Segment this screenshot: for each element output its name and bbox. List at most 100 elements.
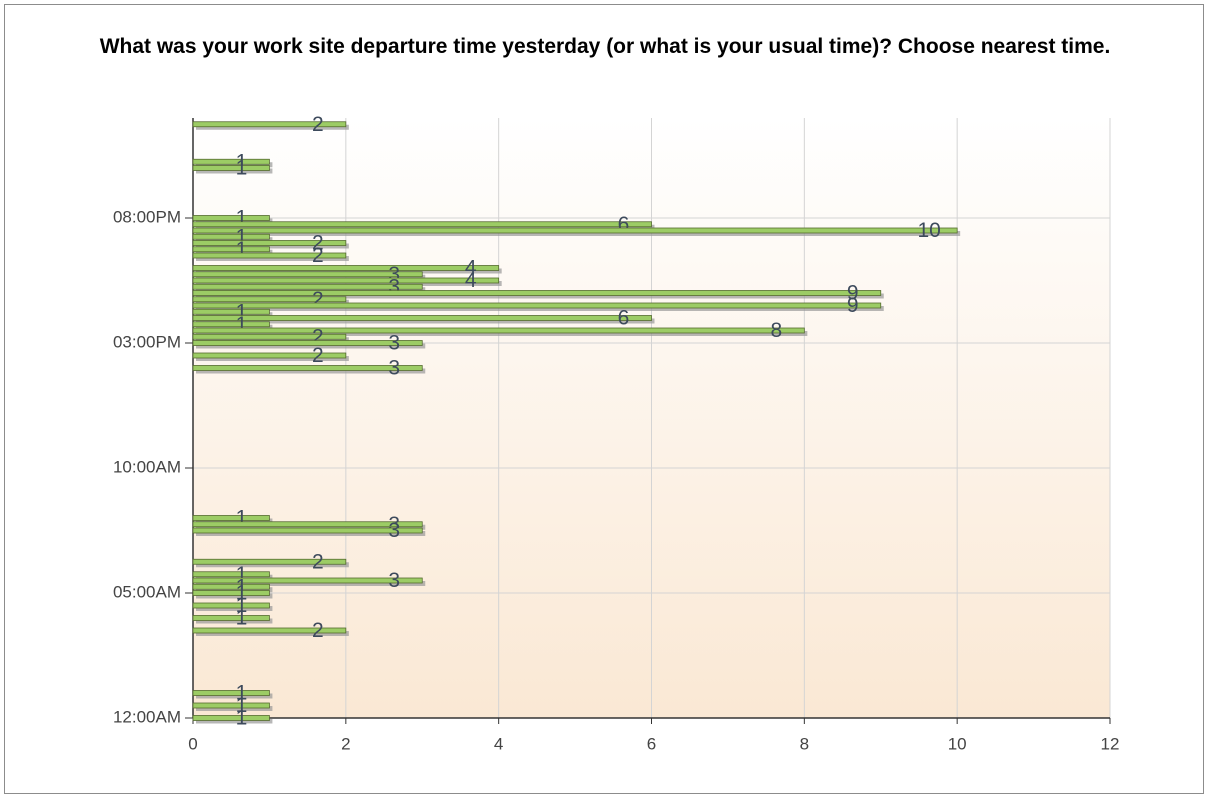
bar — [192, 296, 347, 303]
bar-shadow — [196, 324, 273, 330]
value-label: 2 — [312, 619, 324, 642]
value-label: 3 — [388, 519, 400, 542]
bar — [192, 158, 270, 165]
bar — [192, 627, 347, 634]
bar — [192, 590, 270, 596]
bar — [192, 277, 500, 284]
bar — [192, 615, 270, 621]
value-label: 4 — [465, 257, 477, 280]
value-label: 6 — [618, 213, 630, 236]
bar-shadow — [196, 331, 808, 336]
value-label: 10 — [917, 219, 940, 242]
bar — [192, 577, 423, 584]
bar-shadow — [196, 249, 273, 255]
bar-shadow — [196, 268, 502, 274]
x-tick-label: 10 — [948, 734, 967, 753]
bar — [192, 246, 270, 253]
bar — [192, 352, 347, 359]
value-label: 1 — [236, 694, 248, 717]
bar — [192, 527, 423, 534]
bar-shadow — [196, 631, 349, 636]
bar — [192, 221, 652, 228]
bar-shadow — [196, 337, 349, 343]
value-label: 2 — [312, 232, 324, 255]
bar-shadow — [196, 581, 426, 586]
bar-shadow — [196, 587, 273, 593]
value-label: 1 — [236, 582, 248, 605]
value-label: 1 — [236, 707, 248, 730]
value-label: 3 — [388, 513, 400, 536]
y-tick-label: 08:00PM — [113, 207, 181, 226]
bar — [192, 558, 347, 565]
bar — [192, 227, 958, 234]
bar-shadow — [196, 718, 273, 724]
bar — [192, 290, 882, 296]
value-label: 1 — [236, 507, 248, 530]
value-label: 4 — [465, 269, 477, 292]
value-label: 2 — [312, 325, 324, 348]
chart-title: What was your work site departure time y… — [99, 35, 1111, 58]
x-tick-label: 8 — [800, 734, 809, 753]
value-label: 1 — [236, 238, 248, 261]
value-label: 2 — [312, 113, 324, 136]
y-tick-label: 03:00PM — [113, 332, 181, 351]
bar-shadow — [196, 706, 273, 711]
bar — [192, 233, 270, 240]
value-label: 3 — [388, 332, 400, 355]
bar — [192, 340, 423, 346]
bar — [192, 690, 270, 696]
value-label: 1 — [236, 207, 248, 230]
value-label: 6 — [618, 307, 630, 330]
value-label: 2 — [312, 244, 324, 267]
value-label: 1 — [236, 563, 248, 586]
bar — [192, 302, 882, 309]
bar-shadow — [196, 237, 273, 243]
y-tick-label: 10:00AM — [113, 457, 181, 476]
bar-shadow — [196, 356, 349, 361]
bar-shadow — [196, 274, 426, 280]
bar — [192, 327, 805, 334]
bar-shadow — [196, 124, 349, 130]
bar-shadow — [196, 243, 349, 249]
value-label: 1 — [236, 575, 248, 598]
bar — [192, 121, 347, 128]
x-tick-label: 0 — [188, 734, 197, 753]
value-label: 2 — [312, 344, 324, 367]
x-tick-label: 12 — [1101, 734, 1120, 753]
bar-shadow — [196, 162, 273, 168]
bar-shadow — [196, 343, 426, 349]
bar-shadow — [196, 368, 426, 374]
value-label: 1 — [236, 300, 248, 323]
value-label: 2 — [312, 288, 324, 311]
bar-shadow — [196, 531, 426, 536]
bar — [192, 315, 652, 321]
bar-shadow — [196, 218, 273, 224]
bar — [192, 702, 270, 709]
bar-shadow — [196, 524, 426, 530]
value-label: 1 — [236, 594, 248, 617]
bar-shadow — [196, 518, 273, 524]
value-label: 9 — [847, 294, 859, 317]
bar-shadow — [196, 618, 273, 624]
bar — [192, 308, 270, 315]
value-label: 3 — [388, 569, 400, 592]
x-tick-label: 6 — [647, 734, 656, 753]
bar-shadow — [196, 293, 884, 299]
bar — [192, 583, 270, 590]
bar-shadow — [196, 287, 426, 293]
bar — [192, 333, 347, 340]
value-label: 1 — [236, 150, 248, 173]
bar — [192, 165, 270, 171]
bar — [192, 240, 347, 246]
bar-shadow — [196, 224, 655, 230]
value-label: 1 — [236, 157, 248, 180]
bar-shadow — [196, 693, 273, 699]
bar — [192, 271, 423, 278]
bar-shadow — [196, 318, 655, 324]
frame — [4, 4, 1204, 794]
value-label: 9 — [847, 282, 859, 305]
value-label: 1 — [236, 313, 248, 336]
bar-shadow — [196, 574, 273, 580]
